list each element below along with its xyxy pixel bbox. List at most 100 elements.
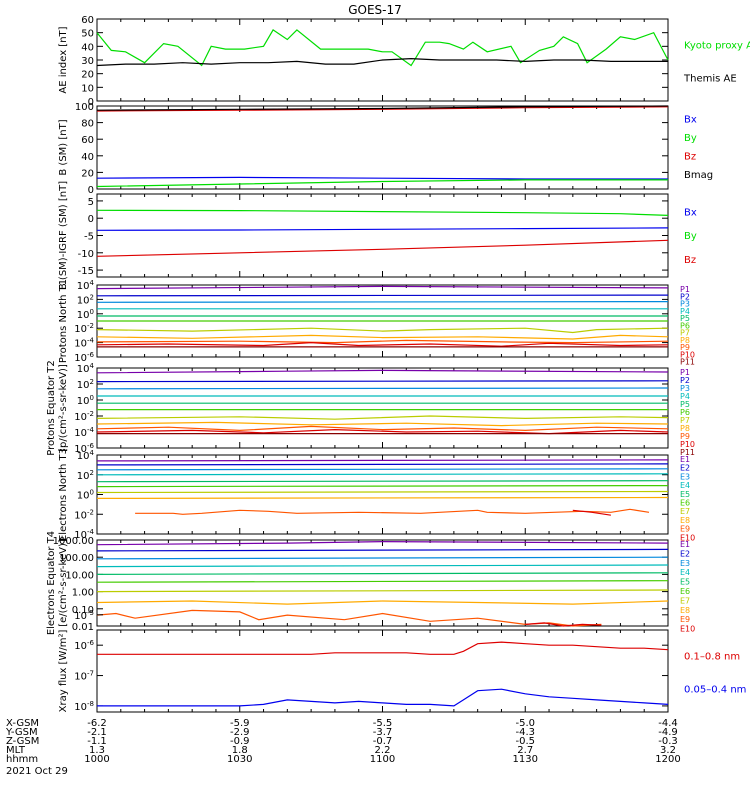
panel-frame-5	[96, 367, 669, 449]
ytick-label: 10-4	[74, 426, 94, 439]
series-line-0-1-0-8-nm	[97, 641, 669, 655]
x-axis-tick-label: -2.9	[230, 727, 250, 738]
ytick-label: 100	[75, 102, 94, 113]
legend-entry: By	[684, 231, 697, 242]
legend-entry: Bx	[684, 207, 697, 218]
ytick-label: 30	[81, 56, 94, 67]
series-line-bz	[96, 106, 669, 112]
legend-entry: P7	[680, 416, 690, 425]
series-line-p10	[96, 341, 669, 347]
x-axis-tick-label: 1100	[370, 754, 395, 765]
series-line-bmag	[96, 105, 669, 111]
series-line-p7	[96, 327, 669, 334]
legend-entry: P1	[680, 285, 690, 294]
legend-entry: E1	[680, 540, 690, 549]
legend-entry: P2	[680, 292, 690, 301]
x-axis-tick-label: -5.9	[230, 718, 250, 729]
ytick-label: 0	[88, 214, 94, 225]
x-axis-date: 2021 Oct 29	[6, 766, 68, 777]
legend-entry: P9	[680, 432, 690, 441]
series-line-e1	[96, 540, 669, 546]
legend-entry: E5	[680, 490, 690, 499]
x-axis-tick-label: -0.5	[515, 736, 535, 747]
legend-entry: P10	[680, 350, 695, 359]
ytick-label: 10.00	[65, 570, 94, 581]
legend-entry: Bx	[684, 115, 697, 126]
x-axis-tick-label: -0.9	[230, 736, 250, 747]
panel-frame-8	[96, 629, 669, 713]
series-line-p1	[96, 285, 669, 290]
legend-entry: Bz	[684, 255, 696, 266]
legend-entry: E7	[680, 596, 690, 605]
legend-entry: E9	[680, 615, 690, 624]
series-line-p9	[96, 425, 669, 432]
x-axis-tick-label: -6.2	[87, 718, 107, 729]
series-line-e6	[96, 580, 669, 583]
series-line-e9	[135, 508, 650, 515]
legend-entry: P3	[680, 300, 690, 309]
series-line-e8	[96, 600, 669, 605]
legend-entry: E2	[680, 464, 690, 473]
x-axis-tick-label: -5.0	[515, 718, 535, 729]
legend-entry: P5	[680, 400, 690, 409]
y-axis-label: B (SM)-IGRF (SM) [nT]	[58, 181, 69, 290]
ytick-label: 60	[81, 15, 94, 26]
ytick-label: 10-7	[74, 670, 94, 683]
y-axis-label: Protons North T1	[58, 279, 69, 363]
ytick-label: 10	[81, 83, 94, 94]
ytick-label: 100.00	[59, 553, 94, 564]
legend-entry: 0.05–0.4 nm	[684, 684, 746, 695]
ytick-label: 40	[81, 42, 94, 53]
ytick-label: 100	[77, 489, 94, 502]
x-axis-tick-label: 1.8	[232, 745, 248, 756]
ytick-label: 100	[77, 308, 94, 321]
legend-entry: E3	[680, 472, 690, 481]
legend-entry: E9	[680, 525, 690, 534]
x-axis-row-label: Y-GSM	[5, 727, 38, 738]
ytick-label: 0	[88, 97, 94, 108]
legend-entry: E1	[680, 455, 690, 464]
ytick-label: 40	[81, 152, 94, 163]
x-axis-tick-label: 1000	[84, 754, 109, 765]
ytick-label: 0.01	[72, 622, 94, 633]
series-line-p2	[96, 380, 669, 383]
series-line-e8	[96, 496, 669, 499]
series-line-themis-ae	[96, 57, 668, 67]
series-line-bx	[96, 176, 668, 180]
series-line-p3	[96, 387, 669, 390]
legend-entry: E7	[680, 507, 690, 516]
legend-entry: Bz	[684, 151, 696, 162]
x-axis-tick-label: -5.5	[373, 718, 393, 729]
series-line-p3	[96, 301, 669, 303]
legend-entry: P3	[680, 384, 690, 393]
panel-frame-2	[96, 105, 669, 190]
y-axis-label: Xray flux [W/m²]	[58, 630, 69, 713]
legend-entry: E8	[680, 516, 690, 525]
legend-entry: Themis AE	[683, 73, 737, 84]
ytick-label: 102	[77, 378, 94, 391]
y-axis-label: Electrons North T3	[58, 448, 69, 541]
ytick-label: 20	[81, 70, 94, 81]
legend-entry: E3	[680, 559, 690, 568]
series-line-e4	[96, 564, 669, 568]
legend-entry: 0.1–0.8 nm	[684, 652, 740, 663]
x-axis-tick-label: -4.4	[658, 718, 678, 729]
y-axis-label: AE index [nT]	[58, 26, 69, 93]
legend-entry: P6	[680, 321, 690, 330]
x-axis-tick-label: 1200	[655, 754, 680, 765]
x-axis-tick-label: 2.2	[375, 745, 391, 756]
legend-entry: P4	[680, 307, 690, 316]
ytick-label: -10	[78, 249, 94, 260]
x-axis-tick-label: 3.2	[660, 745, 676, 756]
legend-entry: E10	[680, 625, 695, 634]
series-line-bz	[96, 239, 669, 257]
ytick-label: 1.00	[72, 588, 94, 599]
y-axis-label: Protons Equator T2	[46, 360, 57, 456]
ytick-label: 5	[88, 197, 94, 208]
x-axis-tick-label: 1130	[513, 754, 538, 765]
series-line-e4	[96, 473, 669, 476]
ytick-label: 10-2	[74, 508, 94, 521]
ytick-label: -15	[78, 266, 94, 277]
ytick-label: 1000.00	[53, 536, 94, 547]
